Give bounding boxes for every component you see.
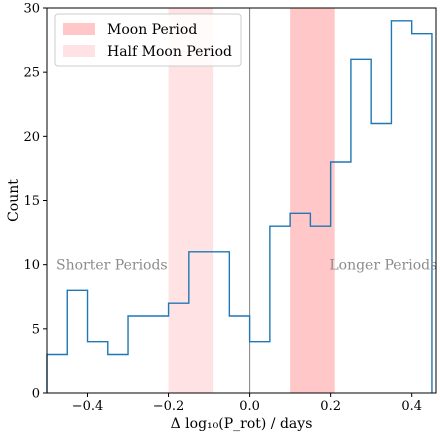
- x-axis-label: Δ log₁₀(P_rot) / days: [171, 416, 313, 432]
- legend-swatch: [63, 45, 95, 57]
- x-tick-label: 0.4: [401, 399, 422, 414]
- x-tick-label: 0.2: [320, 399, 341, 414]
- y-tick-label: 0: [32, 387, 40, 402]
- y-tick-label: 25: [23, 66, 40, 81]
- axes-layer: −0.4 −0.2 0.0 0.2 0.4 0 5 10 15 20 25 30 Δ log₁₀(P_r…: [6, 2, 437, 432]
- x-tick-label: 0.0: [239, 399, 260, 414]
- y-tick-label: 10: [23, 258, 40, 273]
- legend-entry: Half Moon Period: [107, 44, 232, 60]
- annotations-layer: Shorter Periods Longer Periods: [56, 258, 437, 274]
- legend-swatch: [63, 23, 95, 35]
- y-tick-label: 20: [23, 130, 40, 145]
- legend-entry: Moon Period: [107, 22, 197, 38]
- y-tick-label: 15: [23, 194, 40, 209]
- x-tick-label: −0.4: [72, 399, 104, 414]
- band-moon-period: [290, 8, 335, 393]
- y-tick-label: 5: [32, 322, 40, 337]
- annotation-shorter-periods: Shorter Periods: [56, 258, 168, 274]
- y-tick-label: 30: [23, 2, 40, 17]
- band-half-moon-period: [168, 8, 214, 393]
- annotation-longer-periods: Longer Periods: [329, 258, 437, 274]
- y-axis-label: Count: [6, 179, 22, 222]
- legend: Moon Period Half Moon Period: [54, 13, 242, 67]
- bands-layer: [168, 8, 335, 393]
- histogram-step-line: [46, 20, 433, 393]
- legend-box: [54, 13, 242, 67]
- x-tick-label: −0.2: [153, 399, 185, 414]
- histogram-layer: [46, 20, 433, 393]
